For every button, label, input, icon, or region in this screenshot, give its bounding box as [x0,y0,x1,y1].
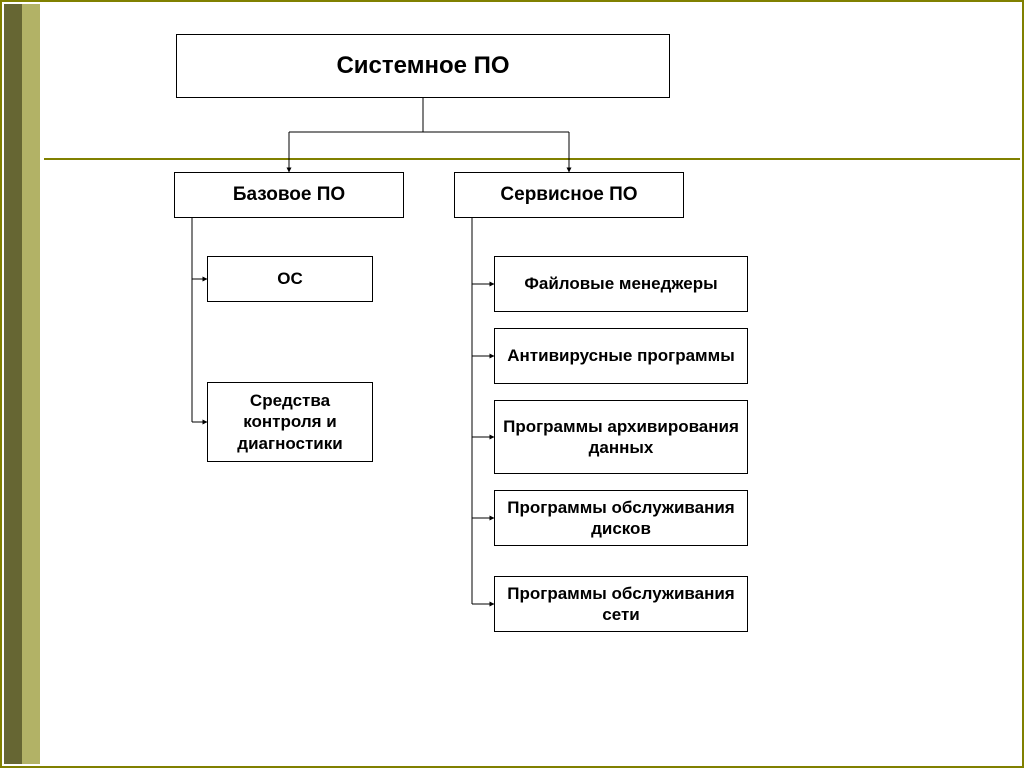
node-av: Антивирусные программы [494,328,748,384]
node-diag-label: Средства контроля и диагностики [216,390,364,454]
node-base-label: Базовое ПО [233,183,345,207]
node-service-label: Сервисное ПО [500,183,637,207]
node-os: ОС [207,256,373,302]
node-service: Сервисное ПО [454,172,684,218]
node-fm-label: Файловые менеджеры [524,273,717,294]
node-os-label: ОС [277,268,303,289]
node-root: Системное ПО [176,34,670,98]
node-arc: Программы архивирования данных [494,400,748,474]
node-av-label: Антивирусные программы [507,345,734,366]
diagram-stage: Системное ПО Базовое ПО Сервисное ПО ОС Сред… [0,0,1024,768]
node-base: Базовое ПО [174,172,404,218]
node-fm: Файловые менеджеры [494,256,748,312]
node-net: Программы обслуживания сети [494,576,748,632]
node-diag: Средства контроля и диагностики [207,382,373,462]
node-root-label: Системное ПО [336,51,509,81]
node-net-label: Программы обслуживания сети [503,583,739,626]
node-arc-label: Программы архивирования данных [503,416,739,459]
node-disk: Программы обслуживания дисков [494,490,748,546]
node-disk-label: Программы обслуживания дисков [503,497,739,540]
